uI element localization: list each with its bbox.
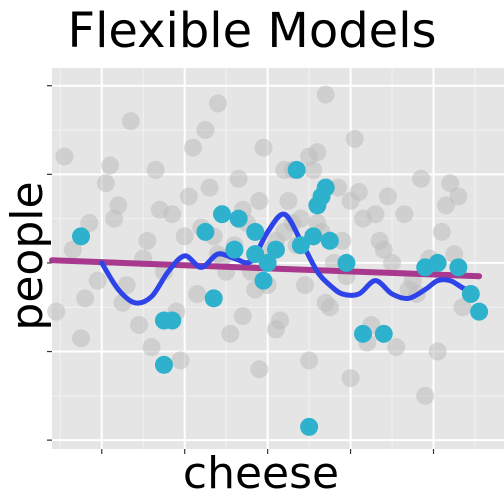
background-point	[72, 329, 91, 348]
background-point	[308, 143, 327, 162]
highlighted-point	[246, 245, 265, 264]
background-point	[47, 302, 66, 321]
background-point	[449, 187, 468, 206]
background-point	[130, 315, 149, 334]
background-point	[291, 209, 310, 228]
highlighted-point	[449, 258, 468, 277]
background-point	[428, 342, 447, 361]
background-point	[416, 386, 435, 405]
highlighted-point	[291, 236, 310, 255]
highlighted-point	[213, 205, 232, 224]
highlighted-point	[300, 417, 319, 436]
background-point	[441, 174, 460, 193]
background-point	[146, 160, 165, 179]
highlighted-point	[154, 355, 173, 374]
chart-title: Flexible Models	[67, 3, 437, 59]
background-point	[374, 240, 393, 259]
background-point	[88, 271, 107, 290]
background-point	[63, 240, 82, 259]
background-point	[250, 360, 269, 379]
background-point	[208, 94, 227, 113]
background-point	[345, 129, 364, 148]
y-axis-title: people	[2, 181, 53, 330]
highlighted-point	[246, 222, 265, 241]
background-point	[233, 307, 252, 326]
background-point	[109, 196, 128, 215]
background-point	[295, 276, 314, 295]
background-point	[221, 324, 240, 343]
axis-ticks	[47, 85, 435, 454]
background-point	[250, 191, 269, 210]
background-point	[171, 351, 190, 370]
background-point	[138, 231, 157, 250]
highlighted-point	[204, 289, 223, 308]
background-point	[150, 200, 169, 219]
highlighted-point	[72, 227, 91, 246]
highlighted-point	[258, 253, 277, 272]
highlighted-point	[354, 324, 373, 343]
background-point	[55, 147, 74, 166]
highlighted-point	[316, 178, 335, 197]
highlighted-point	[229, 209, 248, 228]
background-point	[329, 178, 348, 197]
highlighted-point	[254, 271, 273, 290]
background-point	[341, 369, 360, 388]
highlighted-point	[266, 240, 285, 259]
highlighted-point	[287, 160, 306, 179]
background-point	[333, 231, 352, 250]
background-point	[453, 298, 472, 317]
background-point	[324, 253, 343, 272]
background-point	[366, 205, 385, 224]
background-point	[341, 191, 360, 210]
background-point	[387, 338, 406, 357]
highlighted-points	[72, 160, 489, 436]
background-point	[432, 222, 451, 241]
background-point	[200, 178, 219, 197]
highlighted-point	[225, 240, 244, 259]
background-point	[183, 138, 202, 157]
background-point	[316, 85, 335, 104]
highlighted-point	[470, 302, 489, 321]
background-point	[179, 187, 198, 206]
background-point	[80, 214, 99, 233]
background-point	[436, 196, 455, 215]
highlighted-point	[304, 227, 323, 246]
background-point	[275, 222, 294, 241]
background-point	[96, 174, 115, 193]
background-point	[101, 156, 120, 175]
x-axis-title: cheese	[183, 448, 339, 499]
highlighted-point	[428, 253, 447, 272]
highlighted-point	[163, 311, 182, 330]
background-point	[188, 284, 207, 303]
background-point	[142, 338, 161, 357]
highlighted-point	[337, 253, 356, 272]
background-point	[395, 205, 414, 224]
background-point	[229, 169, 248, 188]
highlighted-point	[374, 324, 393, 343]
background-point	[254, 138, 273, 157]
background-point	[378, 187, 397, 206]
background-point	[316, 293, 335, 312]
highlighted-point	[196, 222, 215, 241]
highlighted-point	[461, 284, 480, 303]
background-point	[76, 289, 95, 308]
background-point	[300, 351, 319, 370]
background-point	[383, 253, 402, 272]
background-point	[266, 320, 285, 339]
background-point	[196, 121, 215, 140]
background-point	[117, 276, 136, 295]
background-point	[279, 191, 298, 210]
highlighted-point	[320, 231, 339, 250]
background-point	[412, 169, 431, 188]
background-point	[121, 112, 140, 131]
background-point	[399, 280, 418, 299]
background-point	[175, 227, 194, 246]
